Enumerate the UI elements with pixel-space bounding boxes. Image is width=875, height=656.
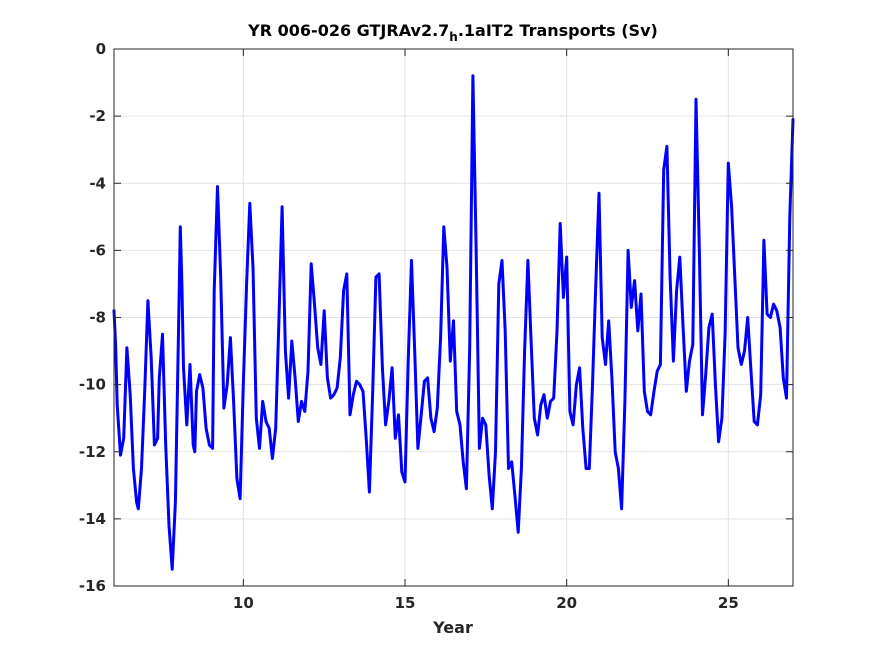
series-group bbox=[112, 74, 795, 571]
chart-title-tail: .1aIT2 Transports (Sv) bbox=[458, 21, 658, 40]
x-tick-labels: 10 15 20 25 bbox=[233, 594, 739, 612]
x-tick-label: 20 bbox=[556, 594, 577, 612]
y-tick-label: -14 bbox=[79, 510, 106, 528]
chart-title-main: YR 006-026 GTJRAv2.7 bbox=[247, 21, 449, 40]
y-tick-label: -2 bbox=[89, 107, 106, 125]
y-tick-labels: 0 -2 -4 -6 -8 -10 -12 -14 -16 bbox=[79, 40, 106, 595]
chart-title-subscript: h bbox=[449, 30, 458, 44]
x-tick-label: 10 bbox=[233, 594, 254, 612]
y-tick-label: -6 bbox=[89, 241, 106, 259]
x-axis-label: Year bbox=[432, 618, 473, 637]
chart-title: YR 006-026 GTJRAv2.7h.1aIT2 Transports (… bbox=[247, 21, 658, 44]
y-tick-label: -12 bbox=[79, 443, 106, 461]
y-tick-label: 0 bbox=[96, 40, 106, 58]
tick-marks bbox=[114, 48, 793, 587]
y-tick-label: -16 bbox=[79, 577, 106, 595]
x-tick-label: 25 bbox=[718, 594, 739, 612]
y-tick-label: -8 bbox=[89, 309, 106, 327]
series-line-1 bbox=[112, 74, 795, 571]
x-tick-label: 15 bbox=[395, 594, 416, 612]
y-tick-label: -10 bbox=[79, 376, 106, 394]
y-tick-label: -4 bbox=[89, 174, 106, 192]
